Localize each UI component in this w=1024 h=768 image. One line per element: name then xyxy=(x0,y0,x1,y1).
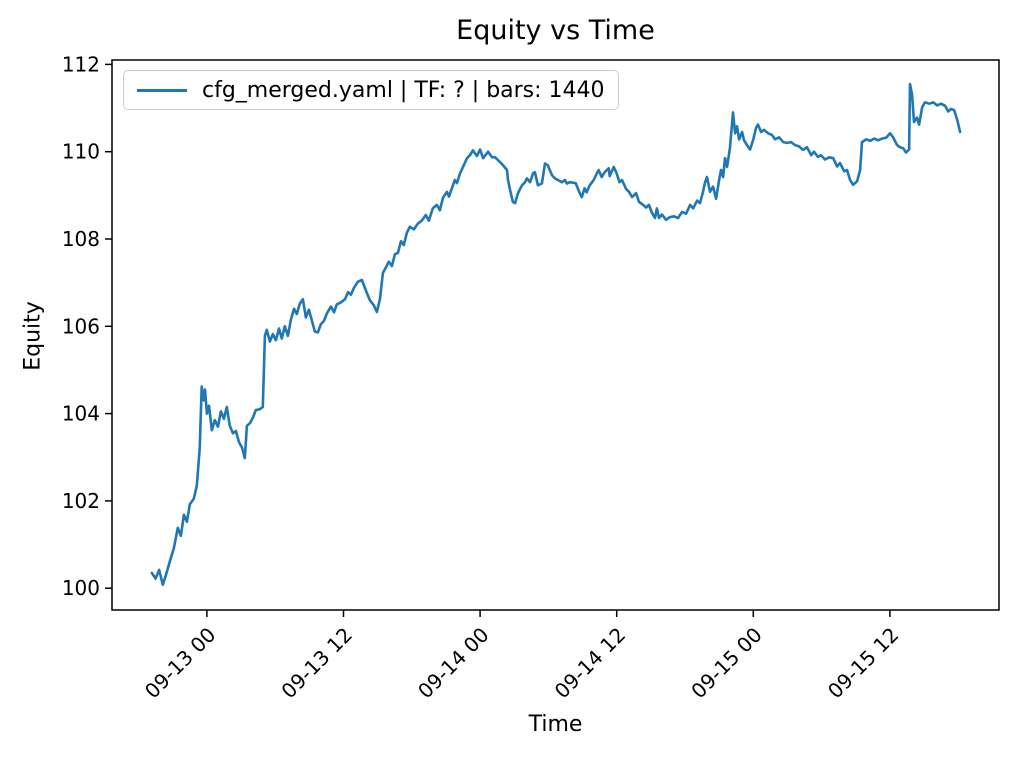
x-tick-label: 09-14 12 xyxy=(550,623,631,704)
x-tick-label: 09-13 12 xyxy=(276,623,357,704)
x-tick-label: 09-15 00 xyxy=(686,623,767,704)
x-axis-label: Time xyxy=(528,712,583,737)
legend-line-swatch xyxy=(137,88,187,92)
y-tick-label: 104 xyxy=(62,402,100,426)
equity-line xyxy=(150,82,962,587)
axes-frame xyxy=(111,59,1000,611)
y-tick-label: 108 xyxy=(62,227,100,251)
y-tick-label: 100 xyxy=(62,576,100,600)
x-tick-label: 09-15 12 xyxy=(823,623,904,704)
chart-title: Equity vs Time xyxy=(456,15,655,46)
y-tick-label: 102 xyxy=(62,489,100,513)
x-tick-label: 09-13 00 xyxy=(140,623,221,704)
y-tick-label: 110 xyxy=(62,140,100,164)
legend-label: cfg_merged.yaml | TF: ? | bars: 1440 xyxy=(202,77,605,103)
x-tick-label: 09-14 00 xyxy=(413,623,494,704)
y-tick-label: 112 xyxy=(62,52,100,76)
legend: cfg_merged.yaml | TF: ? | bars: 1440 xyxy=(123,70,619,110)
y-tick-label: 106 xyxy=(62,314,100,338)
